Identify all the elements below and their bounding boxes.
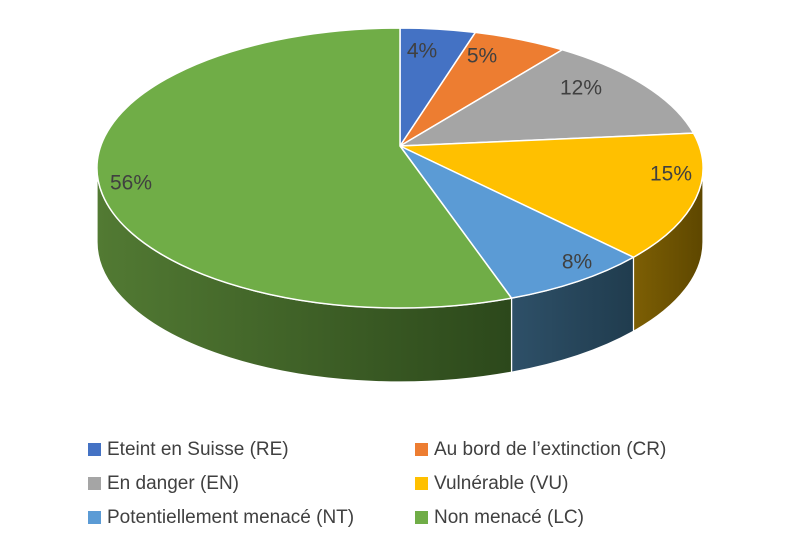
slice-pct-label-re: 4% [407,40,437,63]
pie-chart-3d: 4% 5% 12% 15% 8% 56% [96,27,704,383]
legend-swatch-lc [415,510,428,524]
pie-slice-vu [399,132,704,258]
slice-pct-label-nt: 8% [562,251,592,274]
legend-label-re: Eteint en Suisse (RE) [107,438,289,460]
legend-swatch-nt [88,510,101,524]
legend-item-re: Eteint en Suisse (RE) [88,440,415,459]
slice-pct-label-cr: 5% [467,45,497,68]
legend-swatch-vu [415,476,428,490]
legend-swatch-en [88,476,101,490]
legend-item-vu: Vulnérable (VU) [415,474,666,493]
legend-label-cr: Au bord de l’extinction (CR) [434,438,667,460]
legend-item-cr: Au bord de l’extinction (CR) [415,440,666,459]
legend-label-en: En danger (EN) [107,472,240,494]
pie-slice-en [399,49,695,147]
legend-label-lc: Non menacé (LC) [434,506,584,528]
slice-pct-label-en: 12% [560,77,602,100]
slice-pct-label-vu: 15% [650,163,692,186]
legend-item-en: En danger (EN) [88,474,415,493]
legend-swatch-cr [415,442,428,456]
pie-slice-lc [96,27,513,309]
pie-slice-nt [399,145,635,299]
legend-label-vu: Vulnérable (VU) [434,472,569,494]
legend-item-lc: Non menacé (LC) [415,508,666,527]
chart-legend: Eteint en Suisse (RE) Au bord de l’extinc… [88,432,666,534]
legend-label-nt: Potentiellement menacé (NT) [107,506,355,528]
legend-swatch-re [88,442,101,456]
legend-item-nt: Potentiellement menacé (NT) [88,508,415,527]
slice-pct-label-lc: 56% [110,172,152,195]
